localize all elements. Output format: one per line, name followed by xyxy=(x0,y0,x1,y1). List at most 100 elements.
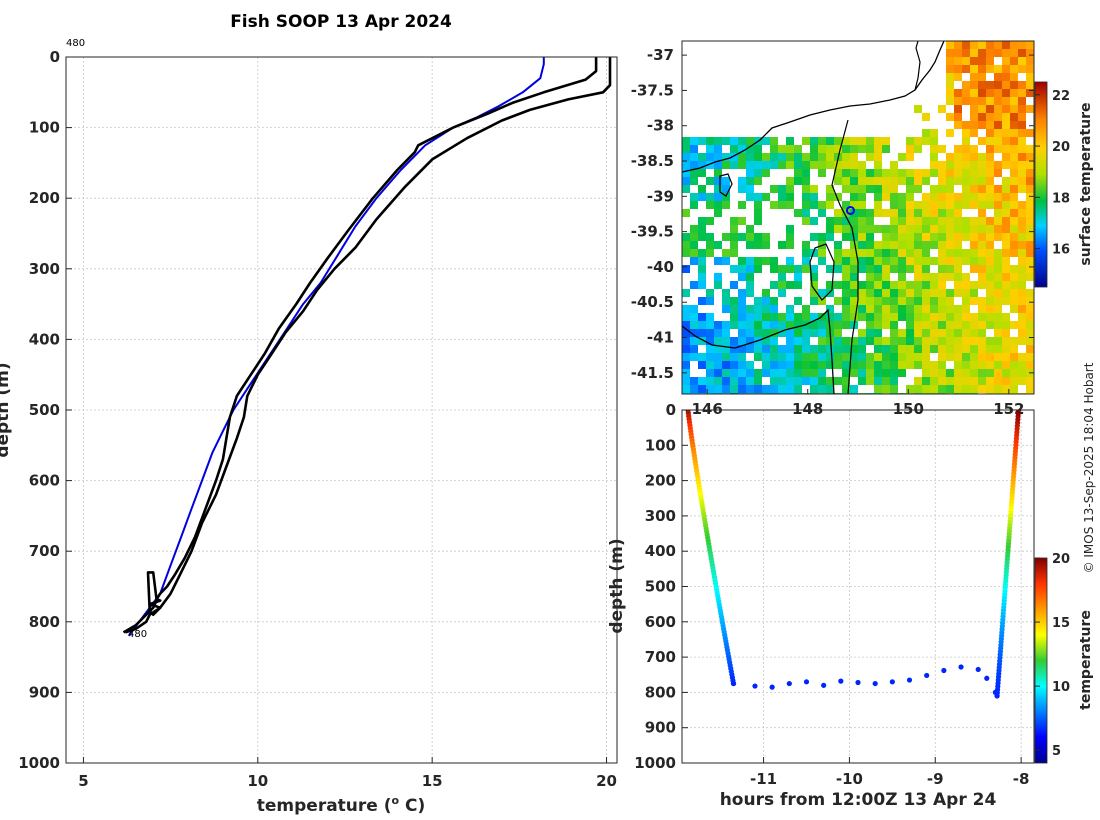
sst-cell-751 xyxy=(906,281,914,289)
sst-cell-428 xyxy=(954,201,962,209)
sst-cell-419 xyxy=(874,201,882,209)
sst-cell-819 xyxy=(914,297,922,305)
sst-cell-680 xyxy=(826,265,834,273)
sst-cell-515 xyxy=(930,225,938,233)
sst-cell-633 xyxy=(698,257,706,265)
sst-cell-147 xyxy=(906,137,914,145)
sst-cell-91 xyxy=(1018,105,1026,113)
sst-cell-150 xyxy=(930,137,938,145)
sst-cell-690 xyxy=(906,265,914,273)
sst-cell-960 xyxy=(770,329,778,337)
sst-cell-21 xyxy=(1026,49,1034,57)
sst-cell-626 xyxy=(986,249,994,257)
sst-cell-946 xyxy=(1002,321,1010,329)
sst-cell-163 xyxy=(738,145,746,153)
sst-cell-679 xyxy=(810,265,818,273)
sst-cell-1077 xyxy=(730,353,738,361)
sst-cell-1179 xyxy=(930,369,938,377)
sst-cell-981 xyxy=(962,329,970,337)
sst-cell-904 xyxy=(994,313,1002,321)
sst-cell-31 xyxy=(1026,57,1034,65)
sst-cell-847 xyxy=(858,305,866,313)
sst-cell-1107 xyxy=(986,353,994,361)
sst-cell-180 xyxy=(906,145,914,153)
sst-cell-937 xyxy=(930,321,938,329)
sst-cell-757 xyxy=(962,281,970,289)
sst-cell-398 xyxy=(986,193,994,201)
sst-cell-663 xyxy=(986,257,994,265)
temperature-colorbar-tick-2: 15 xyxy=(1052,616,1070,631)
sst-cell-696 xyxy=(970,265,978,273)
sst-cell-773 xyxy=(818,289,826,297)
sst-cell-69 xyxy=(1010,89,1018,97)
sst-cell-1137 xyxy=(890,361,898,369)
sst-cell-389 xyxy=(906,193,914,201)
sst-cell-20 xyxy=(1018,49,1026,57)
sst-cell-1159 xyxy=(738,369,746,377)
sst-cell-1226 xyxy=(986,377,994,385)
sst-cell-183 xyxy=(938,145,946,153)
sst-cell-248 xyxy=(826,161,834,169)
sst-cell-454 xyxy=(914,209,922,217)
sst-cell-285 xyxy=(890,169,898,177)
sst-cell-955 xyxy=(722,329,730,337)
sst-cell-1001 xyxy=(794,337,802,345)
sst-cell-687 xyxy=(882,265,890,273)
sst-cell-87 xyxy=(986,105,994,113)
sst-cell-766 xyxy=(706,289,714,297)
sst-cell-274 xyxy=(762,169,770,177)
sst-cell-1242 xyxy=(762,385,770,393)
sst-cell-616 xyxy=(898,249,906,257)
sst-cell-257 xyxy=(946,161,954,169)
sst-cell-623 xyxy=(962,249,970,257)
sst-cell-756 xyxy=(954,281,962,289)
sst-cell-246 xyxy=(810,161,818,169)
sst-cell-1136 xyxy=(882,361,890,369)
sst-cell-639 xyxy=(762,257,770,265)
sst-cell-752 xyxy=(914,281,922,289)
sst-cell-96 xyxy=(970,113,978,121)
sst-cell-1013 xyxy=(898,337,906,345)
sst-cell-518 xyxy=(954,225,962,233)
sst-cell-121 xyxy=(1018,129,1026,137)
sst-cell-400 xyxy=(1002,193,1010,201)
sst-cell-480 xyxy=(898,217,906,225)
sst-cell-958 xyxy=(754,329,762,337)
profile-y-axis-label: depth (m) xyxy=(0,362,13,457)
map-ticks: 146 148 150 152-37-37.5-38-38.5-39-39.5-40-… xyxy=(631,46,1034,418)
sst-cell-1194 xyxy=(698,377,706,385)
sst-cell-976 xyxy=(922,329,930,337)
sst-cell-602 xyxy=(706,249,714,257)
sst-cell-587 xyxy=(922,241,930,249)
sst-cell-1223 xyxy=(962,377,970,385)
sst-cell-139 xyxy=(826,137,834,145)
sst-cell-238 xyxy=(746,161,754,169)
sst-cell-299 xyxy=(1010,169,1018,177)
sst-cell-1264 xyxy=(978,385,986,393)
sst-cell-1050 xyxy=(850,345,858,353)
sst-cell-426 xyxy=(938,201,946,209)
sst-cell-900 xyxy=(962,313,970,321)
sst-cell-1030 xyxy=(682,345,690,353)
sst-cell-465 xyxy=(1026,209,1034,217)
sst-cell-717 xyxy=(914,273,922,281)
sst-cell-582 xyxy=(882,241,890,249)
sst-cell-168 xyxy=(786,145,794,153)
sst-cell-731 xyxy=(690,281,698,289)
sst-cell-312 xyxy=(802,177,810,185)
sst-cell-1032 xyxy=(706,345,714,353)
sst-cell-1098 xyxy=(906,353,914,361)
sst-cell-780 xyxy=(882,289,890,297)
sst-cell-957 xyxy=(746,329,754,337)
sst-cell-165 xyxy=(754,145,762,153)
sst-cell-902 xyxy=(978,313,986,321)
sst-cell-433 xyxy=(994,201,1002,209)
sst-cell-407 xyxy=(738,201,746,209)
sst-cell-707 xyxy=(746,273,754,281)
track-grid xyxy=(682,409,1034,764)
sst-cell-1170 xyxy=(842,369,850,377)
sst-cell-138 xyxy=(818,137,826,145)
sst-cell-954 xyxy=(714,329,722,337)
map-xtick-2: 150 xyxy=(893,400,924,418)
sst-cell-652 xyxy=(898,257,906,265)
